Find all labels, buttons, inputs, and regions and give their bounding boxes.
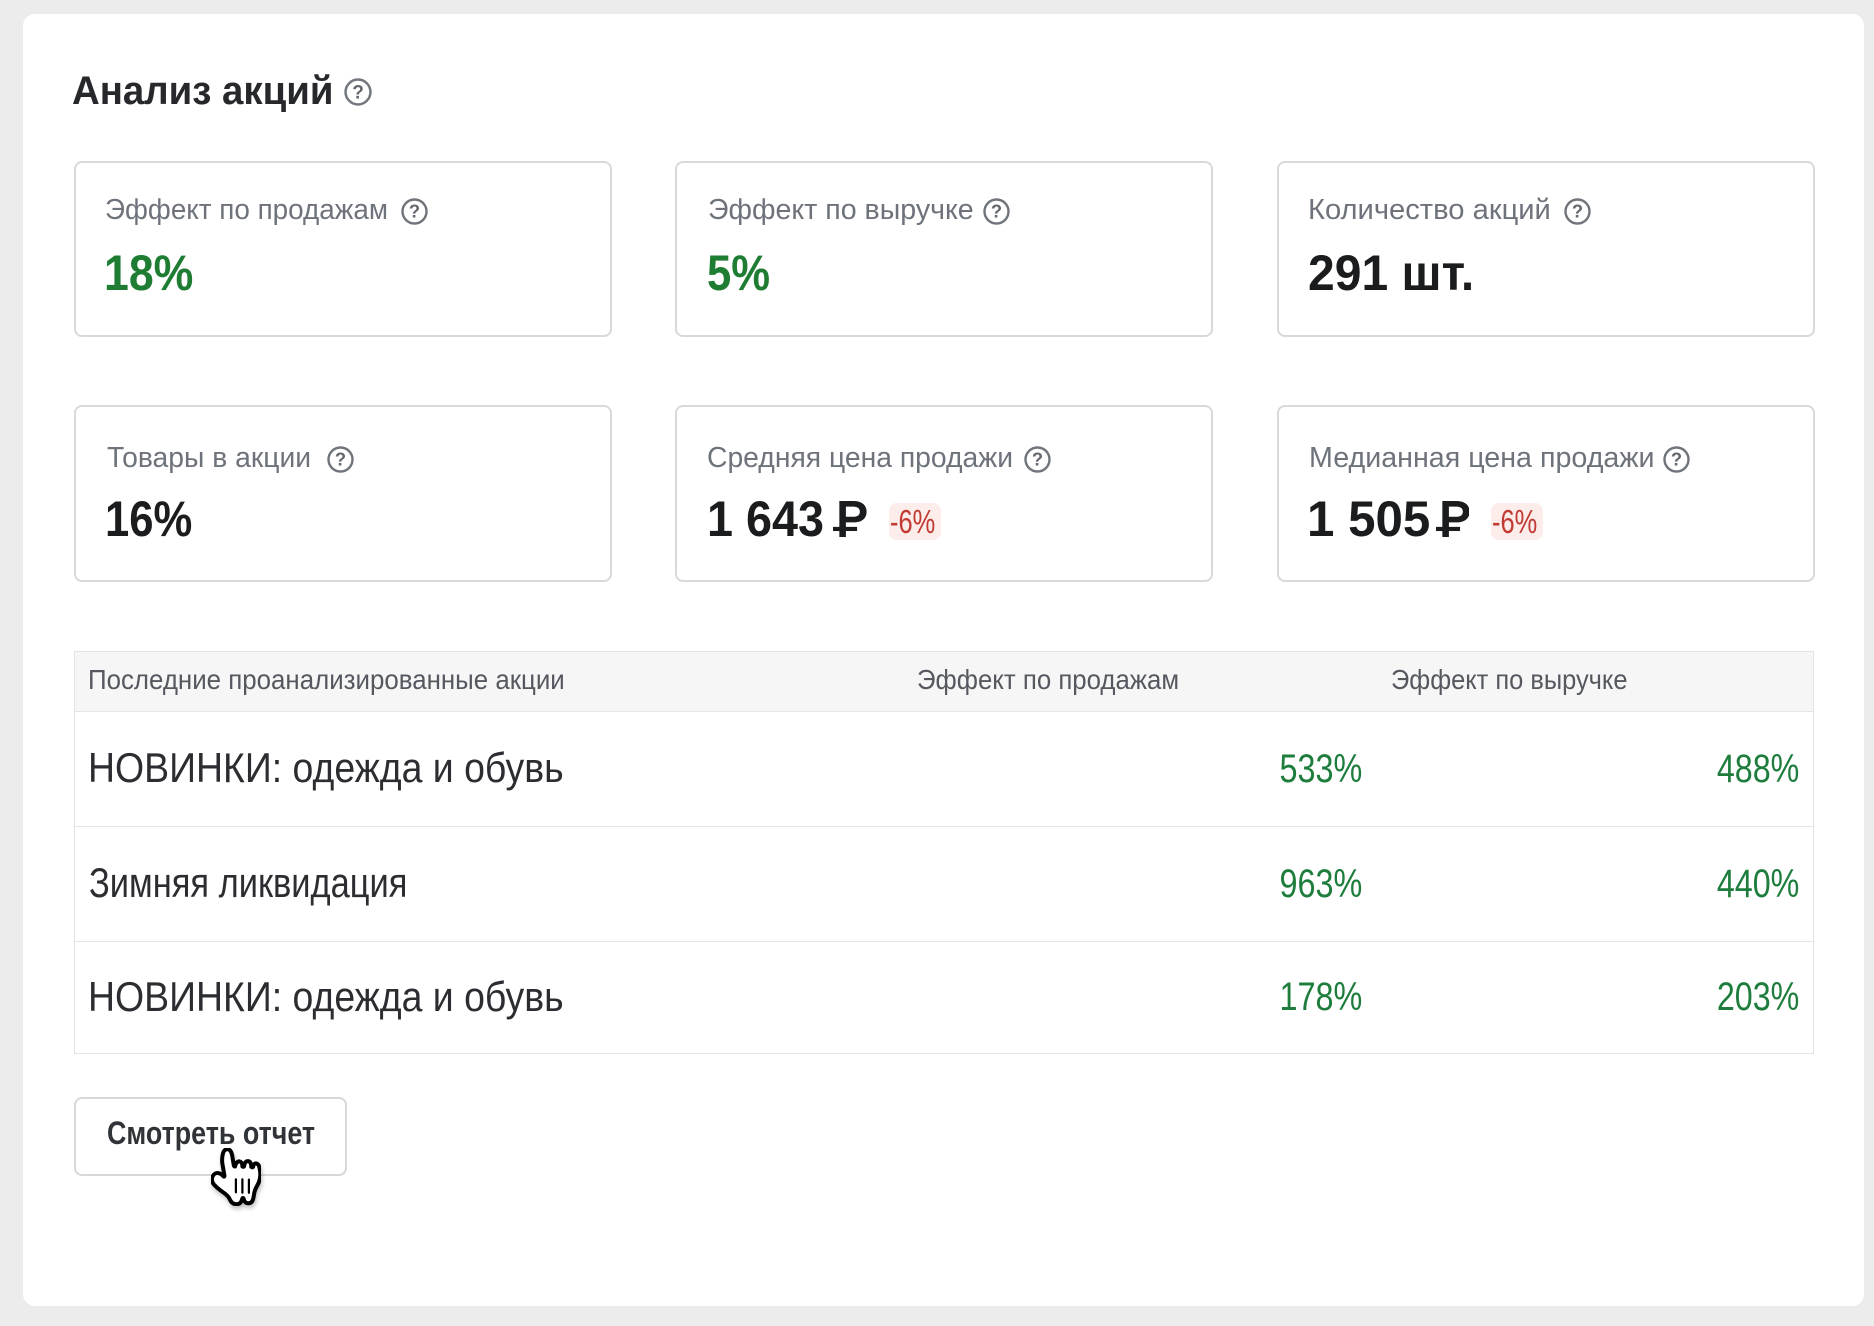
svg-text:?: ?: [1572, 200, 1583, 221]
svg-text:?: ?: [352, 82, 364, 103]
svg-text:?: ?: [1671, 448, 1682, 469]
svg-text:?: ?: [335, 448, 346, 469]
svg-text:?: ?: [409, 200, 420, 221]
svg-text:?: ?: [991, 200, 1002, 221]
svg-text:?: ?: [1031, 448, 1042, 469]
